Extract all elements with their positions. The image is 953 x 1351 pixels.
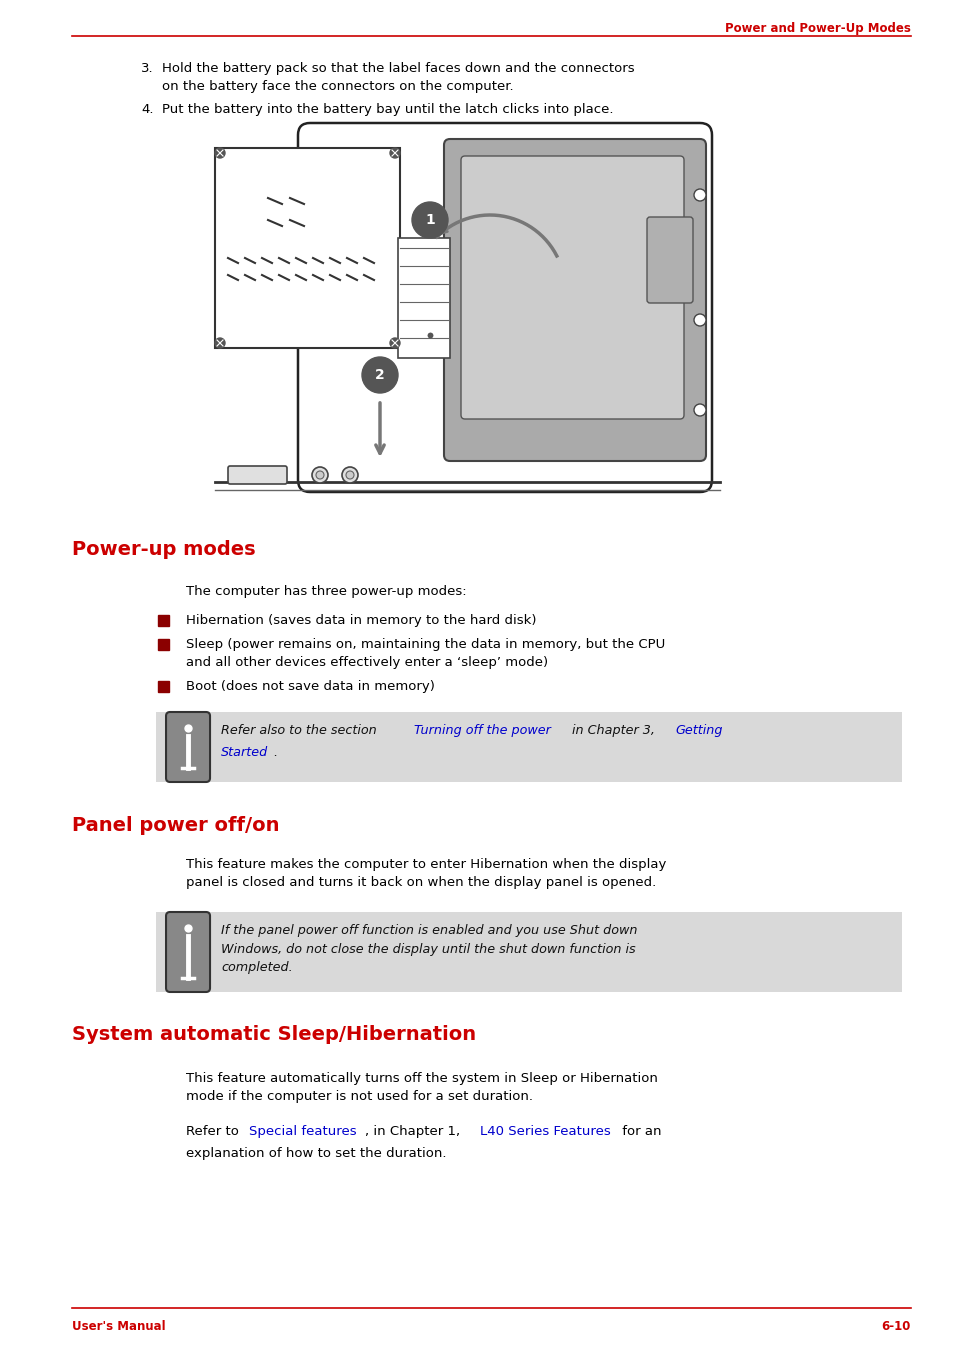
- Text: for an: for an: [618, 1125, 660, 1138]
- Text: Put the battery into the battery bay until the latch clicks into place.: Put the battery into the battery bay unt…: [162, 103, 613, 116]
- Text: If the panel power off function is enabled and you use Shut down
Windows, do not: If the panel power off function is enabl…: [221, 924, 637, 974]
- Text: Power-up modes: Power-up modes: [71, 540, 254, 559]
- Text: , in Chapter 1,: , in Chapter 1,: [365, 1125, 464, 1138]
- Text: Refer also to the section: Refer also to the section: [221, 724, 380, 738]
- Circle shape: [341, 467, 357, 484]
- Circle shape: [361, 357, 397, 393]
- FancyBboxPatch shape: [297, 123, 711, 492]
- Text: Hold the battery pack so that the label faces down and the connectors
on the bat: Hold the battery pack so that the label …: [162, 62, 634, 93]
- Text: Panel power off/on: Panel power off/on: [71, 816, 279, 835]
- Circle shape: [346, 471, 354, 480]
- Text: Sleep (power remains on, maintaining the data in memory, but the CPU
and all oth: Sleep (power remains on, maintaining the…: [186, 638, 664, 669]
- Bar: [158, 681, 169, 692]
- Text: .: .: [273, 746, 276, 759]
- Text: Hibernation (saves data in memory to the hard disk): Hibernation (saves data in memory to the…: [186, 613, 536, 627]
- Text: Getting: Getting: [675, 724, 721, 738]
- FancyBboxPatch shape: [443, 139, 705, 461]
- Text: User's Manual: User's Manual: [71, 1320, 165, 1333]
- Circle shape: [315, 471, 324, 480]
- Text: 6-10: 6-10: [881, 1320, 910, 1333]
- Text: explanation of how to set the duration.: explanation of how to set the duration.: [186, 1147, 446, 1161]
- Text: Special features: Special features: [249, 1125, 356, 1138]
- Text: 1: 1: [425, 213, 435, 227]
- Bar: [158, 615, 169, 626]
- Circle shape: [412, 203, 448, 238]
- Text: Turning off the power: Turning off the power: [414, 724, 550, 738]
- Circle shape: [312, 467, 328, 484]
- Circle shape: [693, 404, 705, 416]
- Bar: [156, 912, 901, 992]
- FancyBboxPatch shape: [166, 912, 210, 992]
- Circle shape: [214, 149, 225, 158]
- Circle shape: [693, 189, 705, 201]
- FancyBboxPatch shape: [214, 149, 399, 349]
- Text: This feature makes the computer to enter Hibernation when the display
panel is c: This feature makes the computer to enter…: [186, 858, 666, 889]
- Circle shape: [214, 338, 225, 349]
- FancyBboxPatch shape: [646, 218, 692, 303]
- FancyBboxPatch shape: [166, 712, 210, 782]
- Circle shape: [390, 338, 399, 349]
- Circle shape: [390, 149, 399, 158]
- FancyBboxPatch shape: [460, 155, 683, 419]
- Text: This feature automatically turns off the system in Sleep or Hibernation
mode if : This feature automatically turns off the…: [186, 1071, 658, 1102]
- Circle shape: [693, 313, 705, 326]
- FancyBboxPatch shape: [397, 238, 450, 358]
- Text: 2: 2: [375, 367, 384, 382]
- Bar: [156, 712, 901, 782]
- Text: in Chapter 3,: in Chapter 3,: [567, 724, 659, 738]
- Text: 4.: 4.: [141, 103, 153, 116]
- Text: L40 Series Features: L40 Series Features: [479, 1125, 610, 1138]
- Text: System automatic Sleep/Hibernation: System automatic Sleep/Hibernation: [71, 1025, 476, 1044]
- Text: The computer has three power-up modes:: The computer has three power-up modes:: [186, 585, 466, 598]
- FancyBboxPatch shape: [228, 466, 287, 484]
- Text: Boot (does not save data in memory): Boot (does not save data in memory): [186, 680, 435, 693]
- Text: Started: Started: [221, 746, 268, 759]
- Bar: [158, 639, 169, 650]
- Text: Refer to: Refer to: [186, 1125, 243, 1138]
- Text: 3.: 3.: [141, 62, 153, 76]
- Text: Power and Power-Up Modes: Power and Power-Up Modes: [724, 22, 910, 35]
